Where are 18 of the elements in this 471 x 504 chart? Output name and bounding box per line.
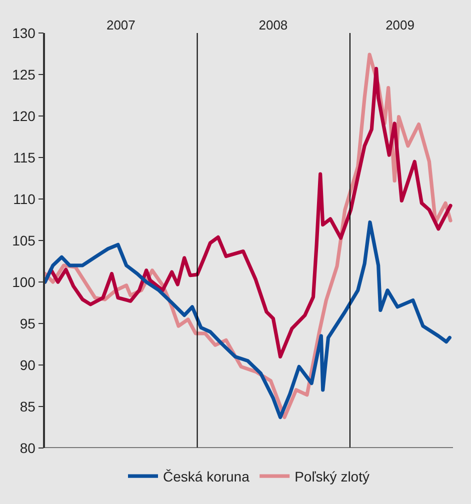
line-series [45,220,452,420]
line-series [45,66,452,358]
y-tick-label: 85 [20,398,36,414]
y-tick-label: 110 [13,190,36,207]
y-tick-label: 105 [12,232,36,248]
y-tick-label: 100 [12,274,36,290]
y-tick-label: 90 [20,356,36,373]
y-tick-label: 115 [13,149,36,166]
legend-label: Poľský zlotý [294,468,370,485]
y-tick-label: 130 [12,24,36,41]
y-tick-label: 95 [20,315,36,332]
x-tick-label: 2009 [386,17,414,32]
x-tick-label: 2008 [258,17,288,32]
y-tick-label: 80 [20,440,36,456]
x-tick-label: 2007 [106,17,136,32]
legend-label: Česká koruna [163,468,250,485]
y-tick-label: 125 [12,66,36,82]
y-tick-label: 120 [12,108,36,124]
